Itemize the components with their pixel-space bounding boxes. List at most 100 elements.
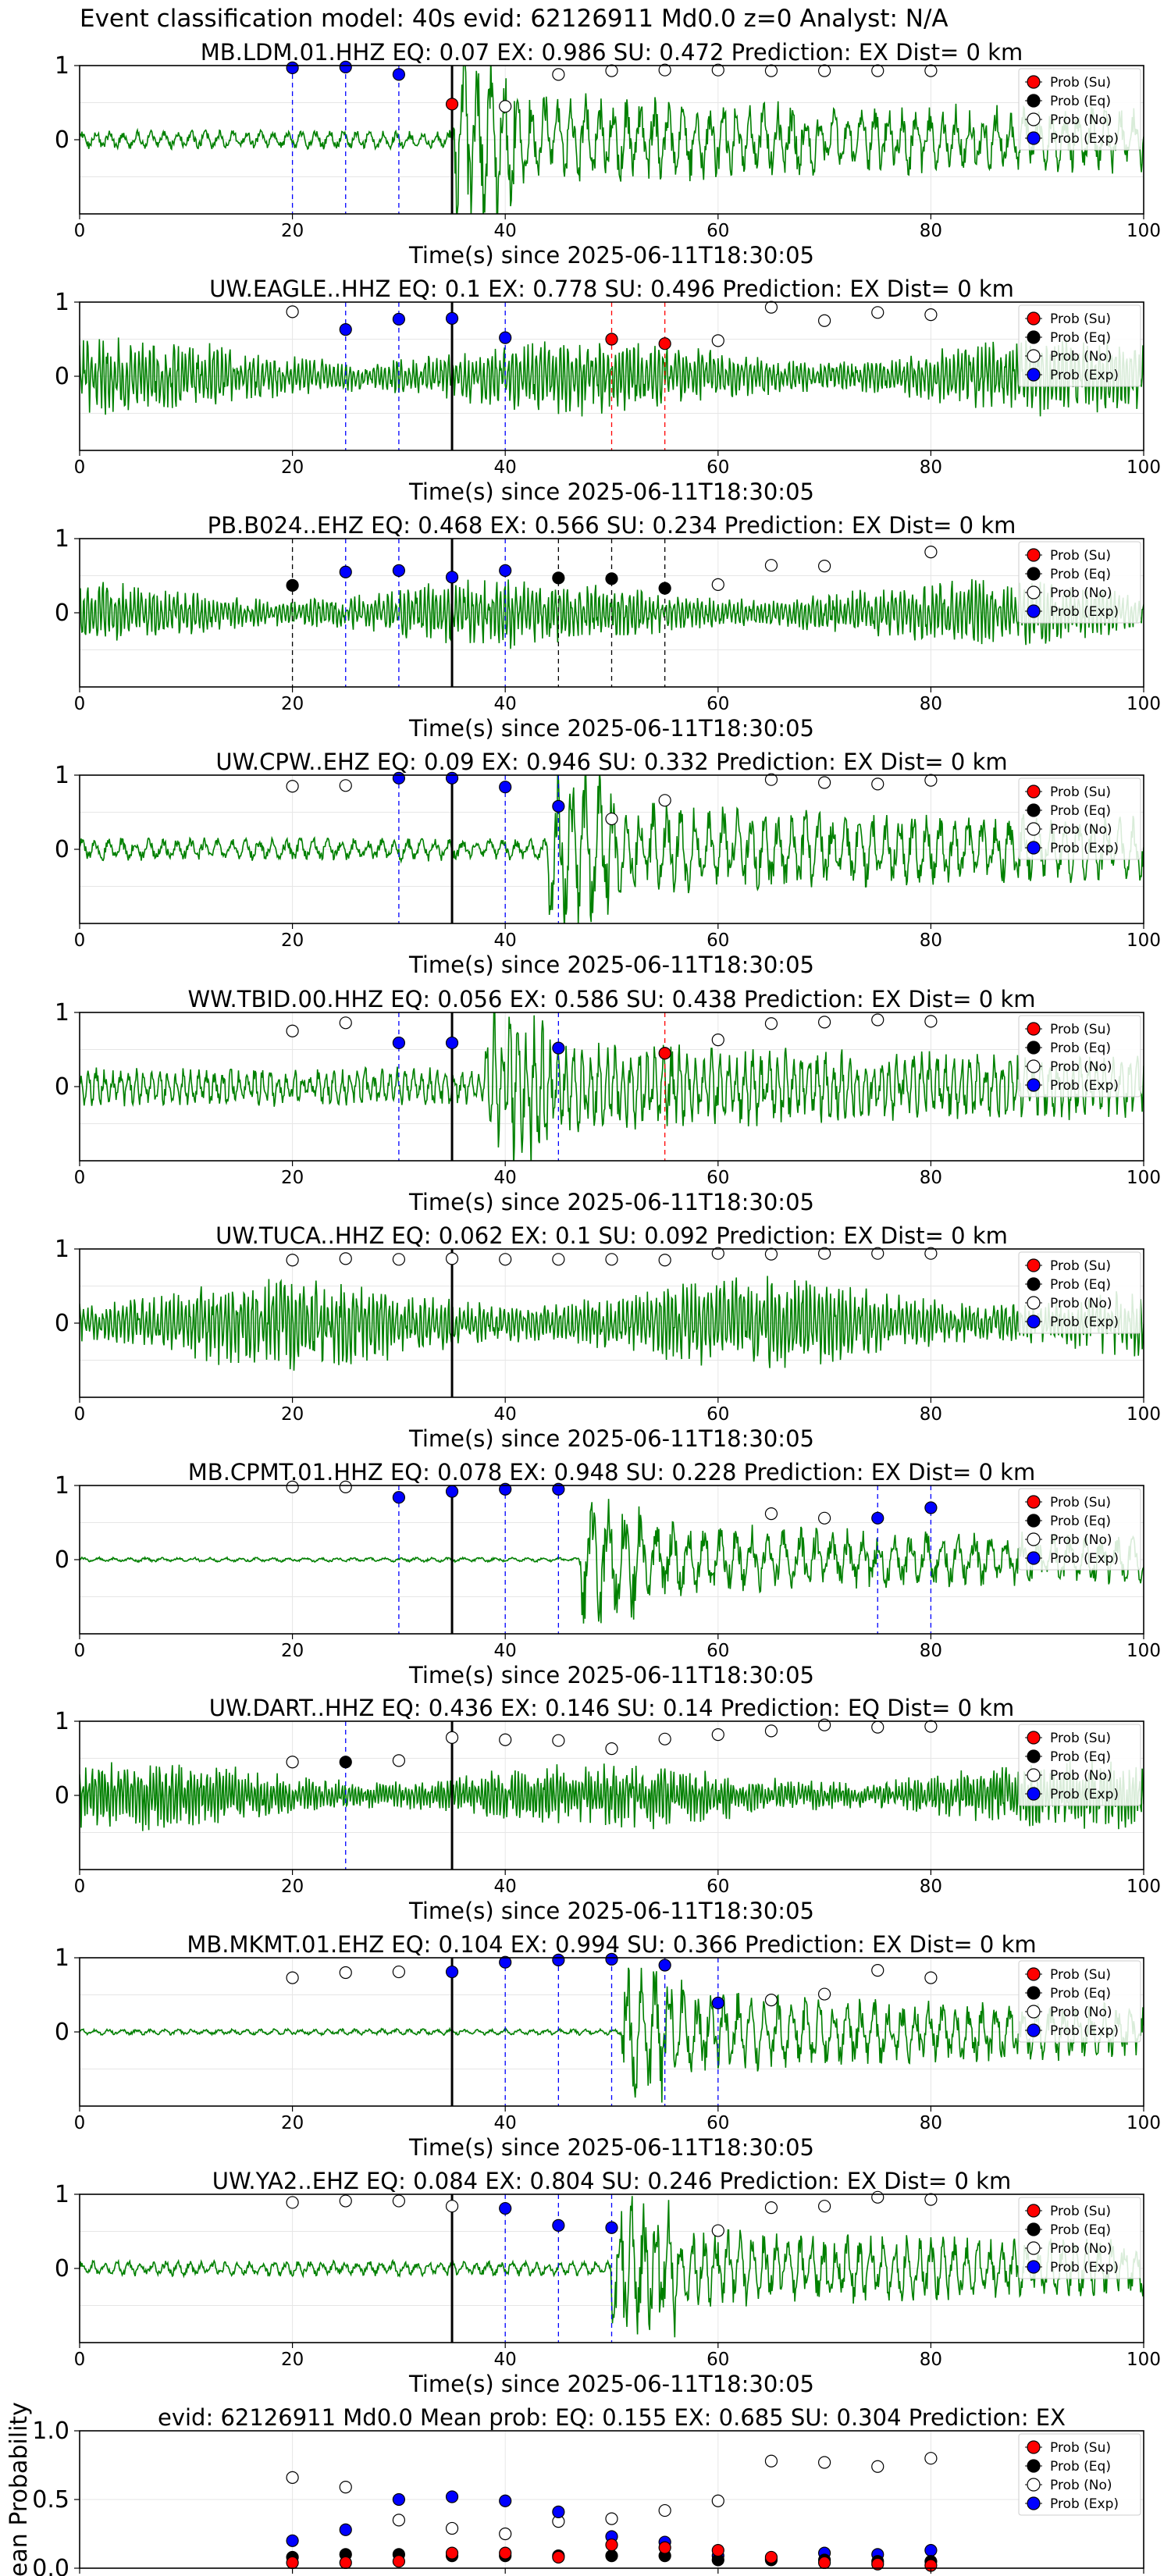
x-axis-label: Time(s) since 2025-06-11T18:30:05 [408,952,814,978]
x-axis-label: Time(s) since 2025-06-11T18:30:05 [408,715,814,742]
y-tick-label: 1 [55,1708,69,1735]
y-tick-label: 0 [55,2019,69,2046]
x-tick-label: 0 [74,1877,86,1897]
y-tick-label: 1 [55,1944,69,1972]
prob-marker-no [764,1724,778,1738]
prob-marker-exp [286,61,299,74]
legend-label-eq: Prob (Eq) [1050,803,1111,819]
mean-prob-marker-su [711,2544,724,2557]
legend-label-eq: Prob (Eq) [1050,330,1111,346]
legend-marker-no [1027,1296,1041,1310]
legend-label-su: Prob (Su) [1050,1967,1111,1983]
legend-marker-no [1027,112,1041,126]
x-tick-label: 60 [707,2113,729,2133]
plot-frame [79,1720,1144,1870]
prob-marker-no [286,1971,299,1984]
prob-marker-exp [445,311,459,325]
legend-label-eq: Prob (Eq) [1050,567,1111,582]
legend-label-eq: Prob (Eq) [1050,1986,1111,2001]
x-tick-label: 20 [281,1877,304,1897]
plot-frame [79,1485,1144,1635]
chart-panel-8: UW.DART..HHZ EQ: 0.436 EX: 0.146 SU: 0.1… [55,1695,1161,1924]
legend-label-su: Prob (Su) [1050,2204,1111,2219]
prob-marker-no [392,1754,405,1767]
legend-marker-eq [1027,1041,1041,1055]
prob-marker-no [871,1247,884,1260]
prob-marker-no [445,1731,459,1744]
prob-marker-no [605,812,618,826]
prob-marker-no [711,1034,724,1047]
legend-label-su: Prob (Su) [1050,1258,1111,1274]
prob-marker-no [286,1480,299,1494]
prob-marker-eq [286,578,299,592]
x-tick-label: 100 [1127,2350,1161,2370]
prob-marker-no [339,2194,352,2208]
legend-label-exp: Prob (Exp) [1050,131,1119,147]
prob-marker-no [924,2193,938,2206]
y-axis-label: Mean Probability [5,2402,33,2576]
mean-prob-marker-su [871,2557,884,2571]
legend-marker-no [1027,2241,1041,2255]
prob-marker-no [924,545,938,559]
prob-marker-no [764,64,778,77]
x-tick-label: 60 [707,694,729,714]
legend-marker-su [1027,1258,1041,1272]
legend-marker-eq [1027,2222,1041,2236]
prob-marker-exp [605,2221,618,2234]
legend-label-no: Prob (No) [1050,1768,1112,1784]
plot-frame [79,1012,1144,1162]
legend-label-no: Prob (No) [1050,1296,1112,1311]
x-tick-label: 80 [920,2350,942,2370]
legend-marker-no [1027,1768,1041,1782]
x-tick-label: 0 [74,1404,86,1425]
prob-marker-no [871,64,884,77]
prob-marker-no [286,1024,299,1037]
x-tick-label: 20 [281,930,304,951]
x-tick-label: 60 [707,1641,729,1661]
prob-marker-exp [392,1036,405,1050]
x-tick-label: 0 [74,457,86,478]
waveform-trace [80,1276,1144,1371]
x-tick-label: 20 [281,1641,304,1661]
legend-marker-exp [1027,1315,1041,1329]
chart-panel-10: UW.YA2..EHZ EQ: 0.084 EX: 0.804 SU: 0.24… [55,2168,1161,2397]
legend-marker-exp [1027,841,1041,855]
panel-title: PB.B024..EHZ EQ: 0.468 EX: 0.566 SU: 0.2… [208,512,1016,539]
x-tick-label: 0 [74,1641,86,1661]
prob-marker-no [339,1966,352,1980]
prob-marker-no [764,773,778,786]
prob-marker-no [445,2200,459,2213]
prob-marker-no [871,306,884,319]
prob-marker-no [924,1015,938,1028]
legend-label-exp: Prob (Exp) [1050,1787,1119,1802]
x-tick-label: 60 [707,1168,729,1188]
prob-marker-no [339,1016,352,1030]
x-tick-label: 100 [1127,457,1161,478]
mean-prob-marker-no [817,2456,831,2469]
prob-marker-no [711,578,724,592]
x-tick-label: 80 [920,930,942,951]
x-tick-label: 60 [707,930,729,951]
panel-title: MB.LDM.01.HHZ EQ: 0.07 EX: 0.986 SU: 0.4… [201,39,1023,66]
legend-label-exp: Prob (Exp) [1050,1078,1119,1094]
legend-label-no: Prob (No) [1050,1532,1112,1548]
mean-prob-marker-no [924,2452,938,2465]
prob-marker-no [286,2196,299,2209]
prob-marker-no [658,63,671,76]
legend-marker-exp [1027,2023,1041,2037]
legend-marker-eq [1027,94,1041,108]
legend-box [1018,541,1141,624]
x-tick-label: 20 [281,221,304,241]
prob-marker-no [924,64,938,77]
y-tick-label: 0.5 [32,2486,69,2514]
prob-marker-su [445,98,459,111]
legend-marker-su [1027,2204,1041,2218]
x-tick-label: 40 [494,1877,517,1897]
prob-marker-no [764,1017,778,1030]
legend-label-no: Prob (No) [1050,822,1112,838]
legend-marker-no [1027,822,1041,836]
chart-panel-9: MB.MKMT.01.EHZ EQ: 0.104 EX: 0.994 SU: 0… [55,1931,1161,2161]
waveform-trace [80,1499,1144,1624]
waveform-trace [80,1012,1144,1161]
